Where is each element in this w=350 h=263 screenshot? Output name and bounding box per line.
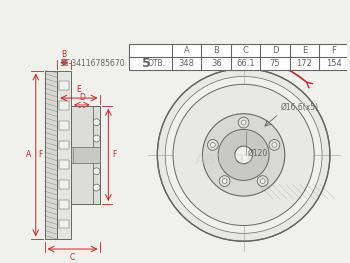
Text: 154: 154	[326, 59, 342, 68]
Circle shape	[93, 151, 100, 158]
Text: D: D	[272, 46, 278, 55]
Circle shape	[202, 114, 285, 196]
Bar	[59, 101, 69, 110]
Circle shape	[93, 184, 100, 191]
Circle shape	[238, 117, 249, 128]
Text: Ø120: Ø120	[247, 148, 268, 158]
Circle shape	[260, 179, 265, 184]
Circle shape	[241, 120, 246, 125]
Text: B: B	[213, 46, 219, 55]
Bar	[59, 180, 69, 189]
Text: ST-34116785670: ST-34116785670	[60, 59, 125, 68]
Circle shape	[219, 176, 230, 186]
Circle shape	[173, 84, 314, 225]
Bar	[59, 141, 69, 149]
Circle shape	[222, 179, 227, 184]
Bar	[57, 70, 71, 239]
Circle shape	[272, 143, 277, 147]
Text: 172: 172	[296, 59, 312, 68]
Bar	[59, 160, 69, 169]
Circle shape	[165, 77, 322, 233]
Bar	[59, 121, 69, 130]
Text: D: D	[79, 93, 85, 102]
Circle shape	[158, 69, 330, 241]
Circle shape	[257, 176, 268, 186]
Text: 66.1: 66.1	[236, 59, 255, 68]
Text: F: F	[331, 46, 336, 55]
Text: OTB.: OTB.	[147, 59, 165, 68]
Circle shape	[93, 119, 100, 126]
Text: 36: 36	[211, 59, 222, 68]
Text: ABTOTP: ABTOTP	[195, 153, 257, 167]
Text: E: E	[302, 46, 307, 55]
Circle shape	[210, 143, 215, 147]
Text: Ø16.6(x5): Ø16.6(x5)	[281, 103, 319, 112]
Circle shape	[208, 139, 218, 150]
Text: A: A	[184, 46, 190, 55]
Text: A: A	[26, 150, 31, 159]
Text: F: F	[112, 150, 117, 159]
Bar	[59, 82, 69, 90]
Text: C: C	[243, 46, 248, 55]
Bar	[71, 106, 100, 204]
Text: 75: 75	[270, 59, 280, 68]
Bar	[59, 220, 69, 228]
Circle shape	[93, 168, 100, 175]
Circle shape	[269, 139, 280, 150]
Bar	[71, 147, 100, 163]
Text: 348: 348	[179, 59, 195, 68]
Circle shape	[218, 129, 269, 180]
Text: E: E	[77, 85, 81, 94]
Bar	[44, 70, 57, 239]
Text: C: C	[70, 253, 75, 262]
Text: B: B	[62, 50, 67, 59]
Text: 5: 5	[142, 57, 151, 70]
Text: F: F	[38, 150, 43, 159]
Bar	[129, 44, 349, 70]
Circle shape	[235, 146, 252, 164]
Circle shape	[93, 135, 100, 142]
Bar	[59, 200, 69, 209]
